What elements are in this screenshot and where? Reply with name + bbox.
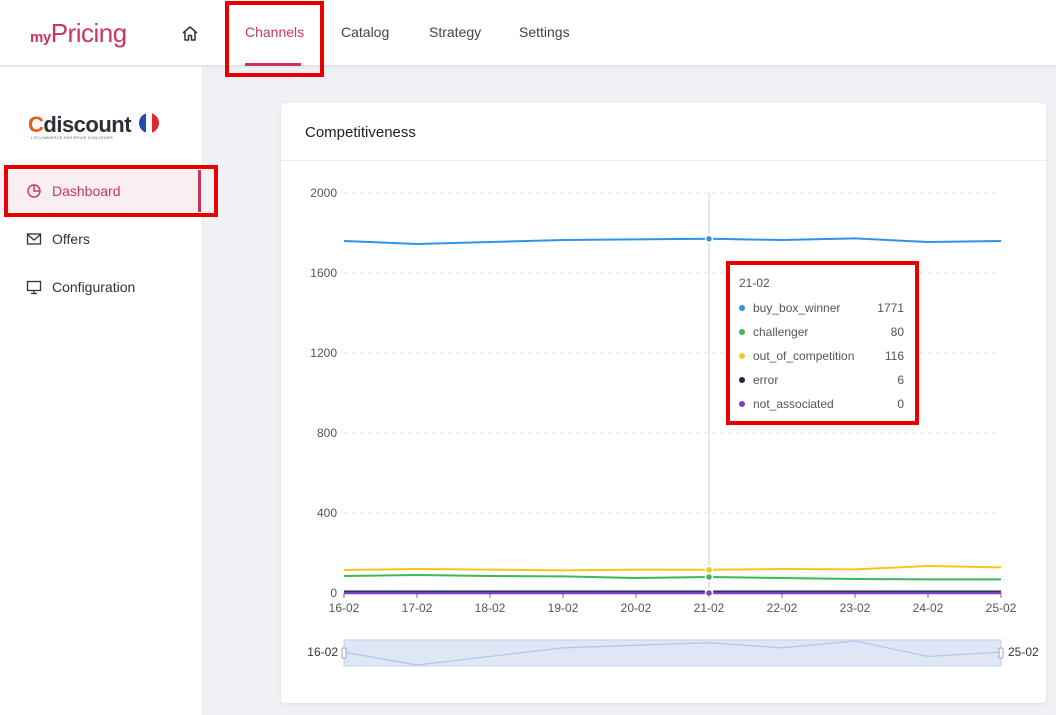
sidebar-item-offers[interactable]: Offers <box>0 218 203 260</box>
tooltip-row: buy_box_winner 1771 <box>739 300 904 316</box>
pie-chart-icon <box>27 184 41 198</box>
tooltip-series-value: 6 <box>897 373 904 387</box>
tooltip-row: error 6 <box>739 372 904 388</box>
card-title: Competitiveness <box>305 124 416 141</box>
mail-icon <box>26 233 42 245</box>
x-tick-label: 20-02 <box>621 601 652 615</box>
logo-pricing: Pricing <box>50 18 127 48</box>
zoom-handle-right[interactable] <box>998 647 1004 659</box>
nav-strategy[interactable]: Strategy <box>429 24 482 40</box>
legend-dot <box>739 353 745 359</box>
tooltip-series-value: 1771 <box>877 301 904 315</box>
x-tick-label: 23-02 <box>840 601 871 615</box>
y-tick-label: 400 <box>317 506 337 520</box>
series-line-out-of-competition <box>343 564 1002 572</box>
tooltip-series-value: 0 <box>897 397 904 411</box>
y-tick-label: 800 <box>317 426 337 440</box>
tooltip-series-name: buy_box_winner <box>753 301 841 315</box>
highlight-point-not-associated <box>704 588 714 598</box>
tooltip-series-name: error <box>753 373 779 387</box>
france-flag-icon <box>139 113 159 133</box>
tooltip-row: not_associated 0 <box>739 396 904 412</box>
y-tick-label: 1600 <box>310 266 337 280</box>
tooltip-series-name: not_associated <box>753 397 834 411</box>
highlight-point-challenger <box>704 572 714 582</box>
nav-settings[interactable]: Settings <box>519 24 570 40</box>
sidebar-item-label: Dashboard <box>52 183 121 199</box>
tooltip-series-value: 116 <box>884 349 904 363</box>
top-navbar <box>0 0 1056 66</box>
tooltip-row: out_of_competition 116 <box>739 348 904 364</box>
sidebar-item-dashboard[interactable]: Dashboard <box>0 170 203 212</box>
app-logo[interactable]: myPricing <box>30 18 127 49</box>
sidebar-item-configuration[interactable]: Configuration <box>0 266 203 308</box>
zoom-start-label: 16-02 <box>307 645 338 659</box>
x-tick-label: 19-02 <box>548 601 579 615</box>
x-tick-label: 18-02 <box>475 601 506 615</box>
x-tick-label: 24-02 <box>913 601 944 615</box>
brand-rest: discount <box>43 112 132 137</box>
x-tick-label: 17-02 <box>402 601 433 615</box>
x-tick-label: 25-02 <box>986 601 1017 615</box>
sidebar-item-label: Configuration <box>52 279 136 295</box>
x-tick-label: 16-02 <box>329 601 360 615</box>
legend-dot <box>739 377 745 383</box>
x-tick-label: 22-02 <box>767 601 798 615</box>
zoom-end-label: 25-02 <box>1008 645 1039 659</box>
home-icon[interactable] <box>180 24 200 44</box>
highlight-point-out-of-competition <box>704 565 714 575</box>
chart-tooltip: 21-02 buy_box_winner 1771 challenger 80 … <box>729 264 916 422</box>
card-divider <box>281 160 1046 161</box>
legend-dot <box>739 305 745 311</box>
tooltip-date: 21-02 <box>739 276 770 290</box>
y-tick-label: 0 <box>330 586 337 600</box>
legend-dot <box>739 329 745 335</box>
series-line-buy-box-winner <box>343 237 1002 246</box>
nav-channels[interactable]: Channels <box>245 24 305 40</box>
brand-tagline: L'ECOMMERCE PAS ENVIE D'AILLEURS <box>31 135 113 140</box>
x-tick-label: 21-02 <box>694 601 725 615</box>
tooltip-series-name: out_of_competition <box>753 349 855 363</box>
y-tick-label: 2000 <box>310 186 337 200</box>
logo-my: my <box>30 29 51 46</box>
series-line-challenger <box>343 573 1001 581</box>
legend-dot <box>739 401 745 407</box>
nav-active-indicator <box>245 63 301 66</box>
y-tick-label: 1200 <box>310 346 337 360</box>
zoom-slider-preview <box>343 640 1002 666</box>
tooltip-series-value: 80 <box>890 325 904 339</box>
monitor-icon <box>26 280 42 295</box>
zoom-handle-left[interactable] <box>341 647 347 659</box>
sidebar-item-label: Offers <box>52 231 90 247</box>
tooltip-series-name: challenger <box>753 325 809 339</box>
tooltip-row: challenger 80 <box>739 324 904 340</box>
channel-brand-logo: Cdiscount <box>28 112 132 137</box>
nav-catalog[interactable]: Catalog <box>341 24 390 40</box>
highlight-point-buy-box-winner <box>704 234 714 244</box>
